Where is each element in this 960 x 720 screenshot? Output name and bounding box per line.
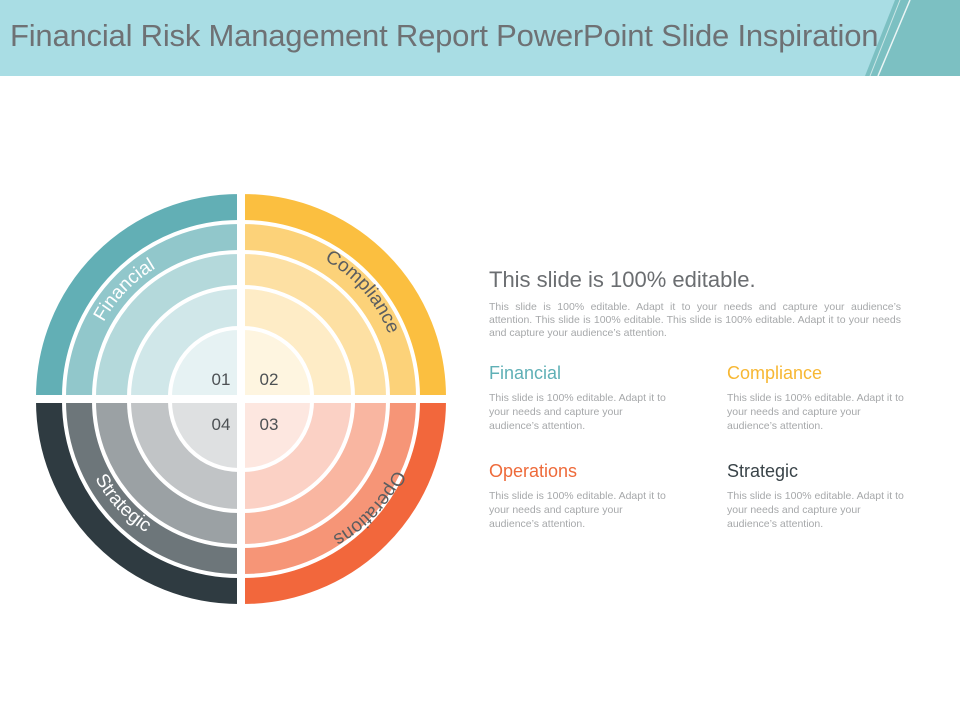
ring-segment-financial-5 [167, 325, 241, 399]
slide-title: Financial Risk Management Report PowerPo… [10, 18, 879, 53]
title-bar: Financial Risk Management Report PowerPo… [0, 0, 960, 76]
quadrant-number-03: 03 [260, 415, 279, 434]
item-text-strategic: This slide is 100% editable. Adapt it to… [727, 490, 904, 530]
ring-segment-operations-5 [241, 399, 315, 473]
ring-segment-compliance-5 [241, 325, 315, 399]
quadrant-number-02: 02 [260, 370, 279, 389]
item-text-compliance: This slide is 100% editable. Adapt it to… [727, 392, 904, 432]
item-title-operations: Operations [489, 461, 578, 481]
item-title-financial: Financial [489, 363, 562, 383]
quadrant-number-01: 01 [212, 370, 231, 389]
ring-layer [31, 189, 451, 609]
item-title-strategic: Strategic [727, 461, 799, 481]
content-body: This slide is 100% editable. Adapt it to… [489, 301, 901, 339]
item-text-financial: This slide is 100% editable. Adapt it to… [489, 392, 666, 432]
quadrant-number-04: 04 [212, 415, 231, 434]
ring-segment-strategic-5 [167, 399, 241, 473]
content-heading: This slide is 100% editable. [489, 267, 756, 292]
item-title-compliance: Compliance [727, 363, 823, 383]
item-text-operations: This slide is 100% editable. Adapt it to… [489, 490, 666, 530]
header-decoration [865, 0, 960, 76]
